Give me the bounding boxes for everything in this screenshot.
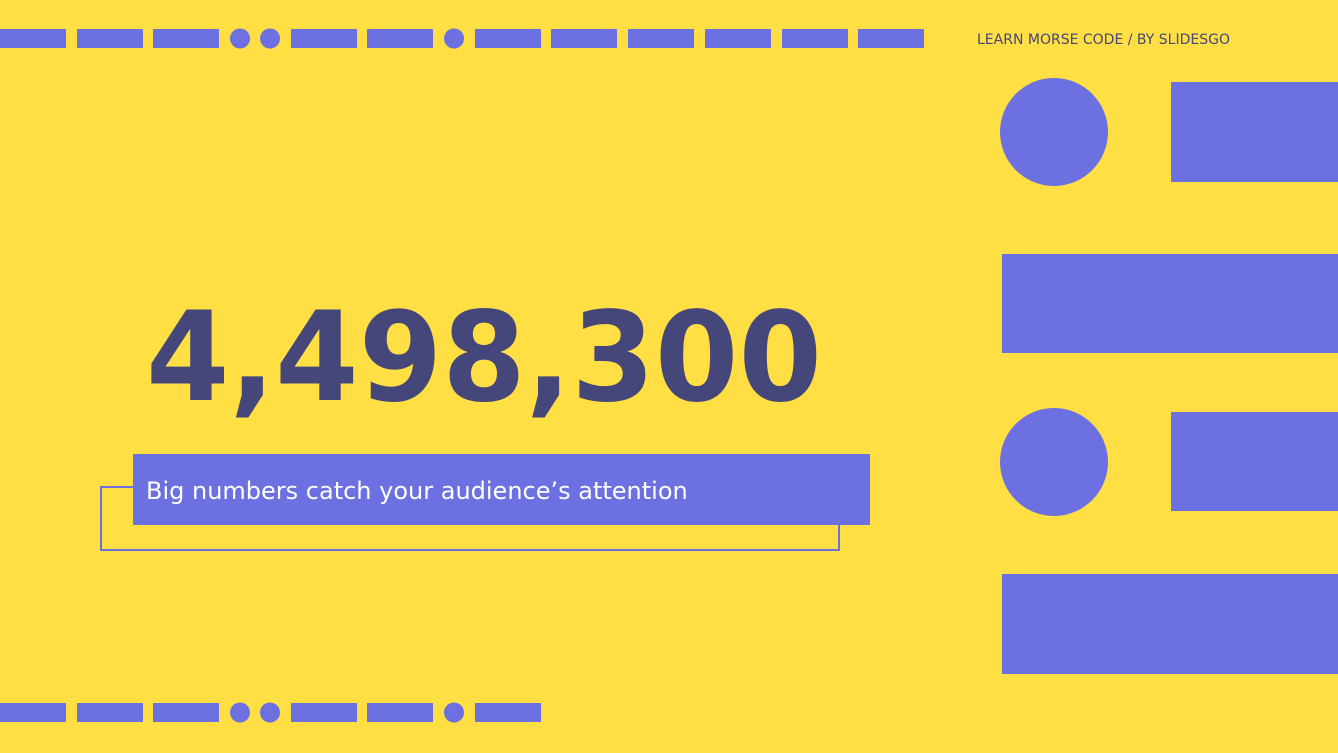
morse-top [0, 28, 924, 49]
dash [475, 703, 541, 722]
dash [291, 29, 357, 48]
dash [1171, 412, 1338, 511]
dash [367, 29, 433, 48]
dash [367, 703, 433, 722]
caption-box [133, 454, 870, 525]
dash [0, 703, 66, 722]
dash [77, 703, 143, 722]
dot [230, 28, 250, 49]
dot [444, 702, 464, 723]
dash [705, 29, 771, 48]
dot [260, 702, 280, 723]
caption: Big numbers catch your audience’s attent… [146, 477, 688, 505]
dash [551, 29, 617, 48]
dash [628, 29, 694, 48]
dot [444, 28, 464, 49]
morse-bottom [0, 702, 541, 723]
dash [153, 29, 219, 48]
dash [858, 29, 924, 48]
dot [260, 28, 280, 49]
dash [77, 29, 143, 48]
dash [291, 703, 357, 722]
dash [1002, 254, 1338, 353]
dash [782, 29, 848, 48]
dash [1002, 574, 1338, 674]
dot [230, 702, 250, 723]
header-title: LEARN MORSE CODE / BY SLIDESGO [977, 32, 1230, 48]
dash [475, 29, 541, 48]
dot [1000, 408, 1108, 516]
dash [1171, 82, 1338, 182]
dash [153, 703, 219, 722]
dot [1000, 78, 1108, 186]
morse-right [1000, 78, 1338, 674]
dash [0, 29, 66, 48]
big-number: 4,498,300 [146, 286, 822, 430]
